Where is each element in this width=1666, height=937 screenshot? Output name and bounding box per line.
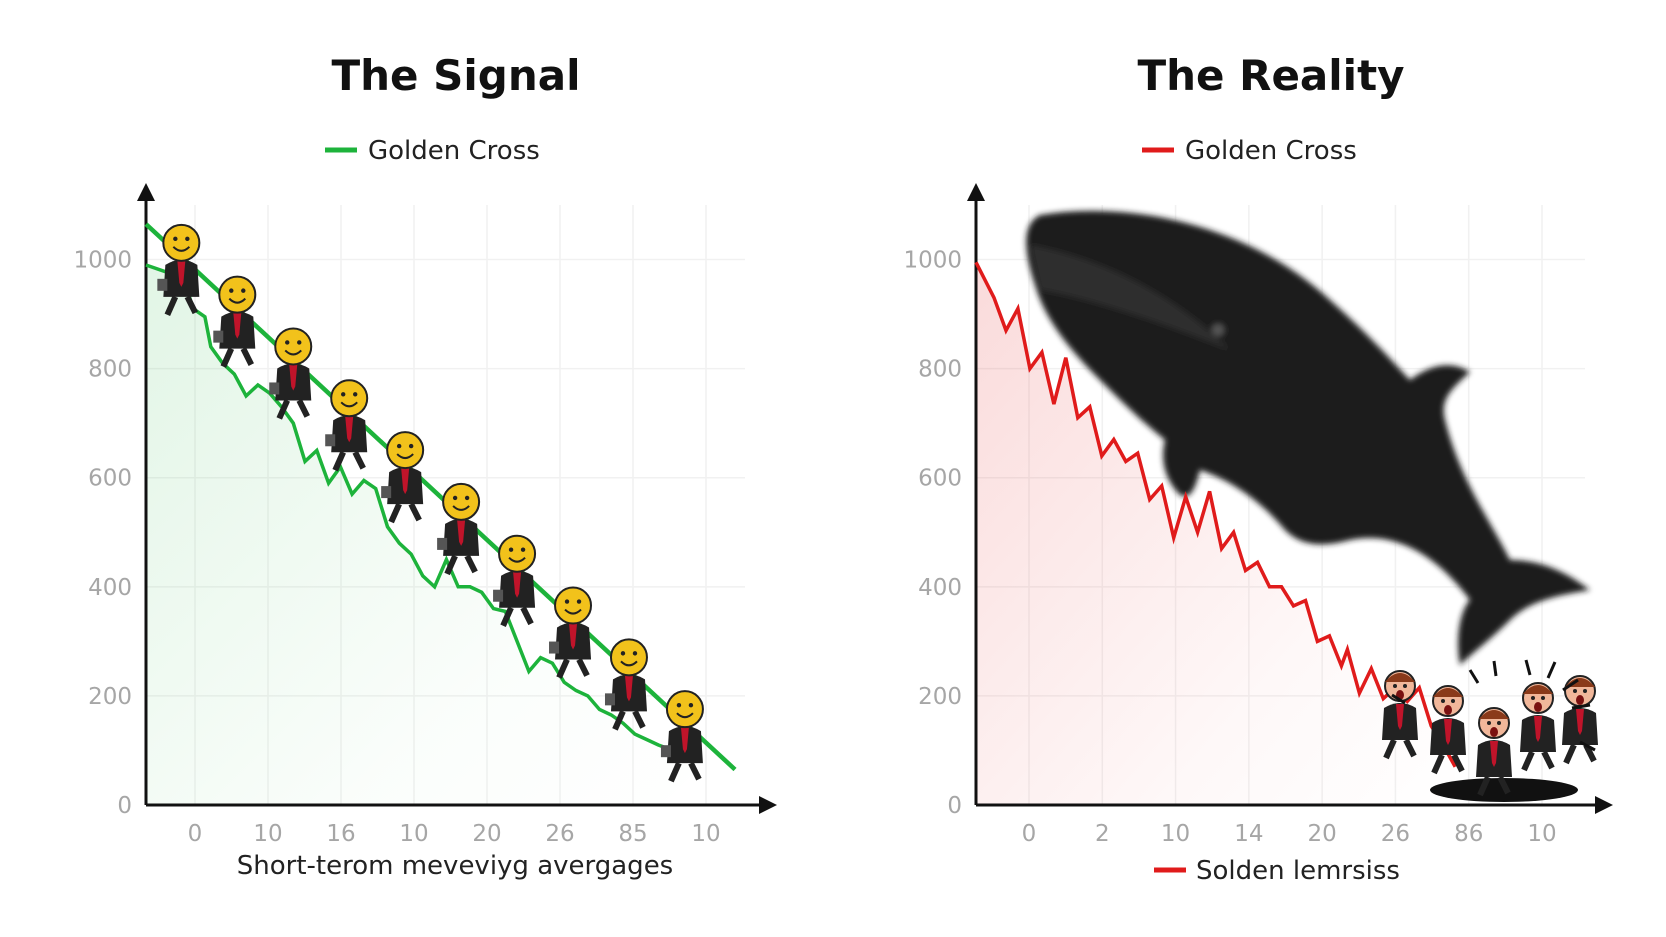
x-tick-labels: 0 2 10 14 20 26 86 10 [1022,821,1557,847]
y-tick-label: 1000 [903,248,962,274]
legend-label: Golden Cross [1185,136,1357,166]
y-tick-label: 600 [918,466,962,492]
shocked-investor [1382,670,1418,760]
y-tick-label: 200 [88,684,132,710]
smiling-investor [269,327,313,420]
chart-title: The Signal [331,51,580,100]
x-tick-label: 20 [472,821,501,847]
y-tick-label: 1000 [73,248,132,274]
y-tick-label: 200 [918,684,962,710]
x-tick-label: 0 [188,821,203,847]
smiling-investor [325,379,369,472]
legend: Golden Cross [1142,136,1357,166]
x-tick-label: 10 [1527,821,1556,847]
legend: Golden Cross [325,136,540,166]
x-tick-label: 10 [399,821,428,847]
x-tick-label: 10 [253,821,282,847]
series-line [145,263,695,759]
x-tick-label: 14 [1234,821,1263,847]
legend-label: Solden lemrsiss [1196,856,1400,886]
shocked-investor [1430,685,1466,775]
whale-silhouette [1026,210,1590,665]
x-axis-label: Short-terom meveviyg avergages [237,851,673,881]
area-shading [146,265,694,805]
smiling-investor [437,482,481,576]
smiling-investor [604,638,648,731]
y-tick-label: 600 [88,466,132,492]
x-tick-label: 86 [1454,821,1483,847]
y-tick-label: 800 [88,357,132,383]
x-tick-label: 2 [1095,821,1110,847]
y-tick-label: 800 [918,357,962,383]
y-tick-label: 400 [918,575,962,601]
shock-lines [1391,659,1596,752]
y-tick-label: 400 [88,575,132,601]
signal-chart: The Signal Golden Cross 0200400600800100… [73,51,777,881]
smiling-investor [493,534,537,627]
x-tick-label: 16 [326,821,355,847]
legend-label: Golden Cross [368,136,540,166]
x-tick-label: 10 [691,821,720,847]
series-line [974,261,1457,768]
smiling-investor [157,223,201,317]
reality-chart: The Reality Golden Cross 020040060080010… [903,51,1613,886]
x-tick-label: 26 [1381,821,1410,847]
y-tick-labels: 0 200 400 600 800 1000 [903,248,962,819]
x-tick-label: 10 [1161,821,1190,847]
shocked-investor [1520,682,1556,772]
shocked-investors [1382,659,1598,802]
series-lines [974,261,1457,768]
x-tick-labels: 0 10 16 10 20 26 85 10 [188,821,721,847]
x-tick-label: 26 [545,821,574,847]
whale-eye [1212,324,1224,336]
x-tick-label: 0 [1022,821,1037,847]
smiling-investor [660,690,704,783]
smiling-investor [549,586,593,679]
y-tick-labels: 0 200 400 600 800 1000 [73,248,132,819]
x-tick-label: 85 [618,821,647,847]
area-shading [976,262,1456,806]
smiling-investor [381,431,425,524]
shocked-investor [1476,707,1512,797]
y-tick-label: 0 [117,793,132,819]
bottom-legend: Solden lemrsiss [1154,856,1400,886]
smiling-investors [157,223,704,783]
x-tick-label: 20 [1308,821,1337,847]
chart-title: The Reality [1137,51,1404,100]
smiling-investor [213,275,257,368]
y-tick-label: 0 [947,793,962,819]
